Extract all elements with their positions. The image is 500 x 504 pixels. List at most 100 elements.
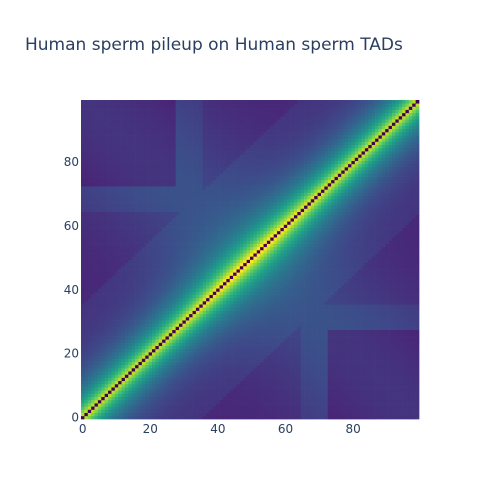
- heatmap-cell: [158, 406, 163, 410]
- heatmap-cell: [97, 371, 102, 375]
- heatmap-cell: [314, 275, 318, 279]
- heatmap-cell: [341, 294, 345, 299]
- heatmap-cell: [229, 281, 234, 286]
- heatmap-cell: [192, 323, 197, 327]
- heatmap-cell: [391, 399, 396, 404]
- heatmap-cell: [81, 297, 85, 302]
- heatmap-cell: [172, 371, 176, 375]
- heatmap-cell: [121, 275, 126, 279]
- heatmap-cell: [189, 336, 193, 340]
- heatmap-cell: [175, 265, 180, 270]
- heatmap-cell: [111, 387, 116, 391]
- heatmap-cell: [243, 304, 247, 308]
- heatmap-cell: [368, 285, 373, 289]
- heatmap-cell: [300, 380, 305, 385]
- heatmap-cell: [212, 371, 217, 375]
- heatmap-cell: [378, 364, 383, 369]
- heatmap-cell: [192, 278, 197, 283]
- heatmap-cell: [381, 300, 386, 305]
- heatmap-cell: [236, 415, 241, 420]
- heatmap-cell: [81, 285, 85, 289]
- heatmap-cell: [199, 259, 204, 264]
- heatmap-cell: [239, 415, 244, 420]
- heatmap-cell: [192, 358, 197, 362]
- heatmap-cell: [151, 262, 156, 267]
- heatmap-cell: [337, 294, 342, 299]
- heatmap-cell: [378, 269, 383, 273]
- heatmap-cell: [108, 300, 112, 305]
- heatmap-cell: [229, 339, 234, 343]
- heatmap-cell: [195, 403, 200, 407]
- heatmap-cell: [226, 367, 231, 372]
- heatmap-cell: [104, 374, 109, 378]
- heatmap-cell: [128, 345, 133, 350]
- heatmap-cell: [162, 332, 166, 337]
- heatmap-cell: [246, 399, 251, 404]
- heatmap-cell: [97, 358, 102, 362]
- heatmap-cell: [111, 259, 116, 264]
- heatmap-cell: [118, 313, 122, 318]
- heatmap-cell: [385, 342, 389, 346]
- heatmap-cell: [128, 403, 133, 407]
- heatmap-cell: [341, 390, 345, 394]
- heatmap-cell: [172, 307, 176, 311]
- heatmap-cell: [229, 393, 234, 398]
- heatmap-cell: [331, 367, 335, 372]
- heatmap-cell: [388, 291, 393, 295]
- heatmap-cell: [94, 316, 99, 321]
- heatmap-cell: [243, 313, 247, 318]
- heatmap-cell: [101, 403, 106, 407]
- heatmap-cell: [402, 380, 406, 385]
- heatmap-cell: [175, 358, 180, 362]
- heatmap-cell: [300, 313, 305, 318]
- heatmap-cell: [118, 364, 122, 369]
- heatmap-cell: [348, 297, 352, 302]
- heatmap-cell: [233, 300, 237, 305]
- heatmap-cell: [266, 377, 271, 382]
- heatmap-plot-area[interactable]: [81, 100, 420, 420]
- heatmap-cell: [128, 275, 133, 279]
- heatmap-cell: [364, 409, 369, 413]
- heatmap-cell: [381, 332, 386, 337]
- heatmap-cell: [280, 409, 285, 413]
- heatmap-cell: [175, 361, 180, 366]
- heatmap-cell: [236, 326, 241, 331]
- heatmap-cell: [290, 313, 295, 318]
- heatmap-cell: [378, 297, 383, 302]
- heatmap-cell: [195, 339, 200, 343]
- heatmap-cell: [182, 380, 187, 385]
- heatmap-cell: [415, 339, 420, 343]
- heatmap-cell: [314, 409, 318, 413]
- heatmap-cell: [94, 367, 99, 372]
- heatmap-cell: [361, 320, 366, 324]
- heatmap-cell: [290, 371, 295, 375]
- heatmap-cell: [104, 352, 109, 356]
- heatmap-cell: [219, 361, 224, 366]
- heatmap-cell: [226, 355, 231, 359]
- heatmap-cell: [124, 294, 129, 299]
- heatmap-cell: [283, 262, 288, 267]
- heatmap-cell: [337, 383, 342, 388]
- heatmap-cell: [114, 393, 119, 398]
- heatmap-cell: [341, 310, 345, 315]
- heatmap-cell: [391, 310, 396, 315]
- heatmap-cell: [260, 320, 264, 324]
- heatmap-cell: [348, 377, 352, 382]
- heatmap-cell: [97, 294, 102, 299]
- heatmap-cell: [206, 269, 210, 273]
- heatmap-cell: [233, 348, 237, 353]
- heatmap-cell: [189, 348, 193, 353]
- heatmap-cell: [398, 367, 403, 372]
- heatmap-cell: [391, 409, 396, 413]
- heatmap-cell: [375, 396, 379, 401]
- heatmap-cell: [209, 348, 214, 353]
- heatmap-cell: [192, 269, 197, 273]
- heatmap-cell: [124, 399, 129, 404]
- heatmap-cell: [270, 294, 275, 299]
- heatmap-cell: [402, 291, 406, 295]
- heatmap-cell: [402, 285, 406, 289]
- heatmap-cell: [118, 281, 122, 286]
- heatmap-cell: [246, 364, 251, 369]
- heatmap-cell: [256, 278, 261, 283]
- heatmap-cell: [91, 358, 95, 362]
